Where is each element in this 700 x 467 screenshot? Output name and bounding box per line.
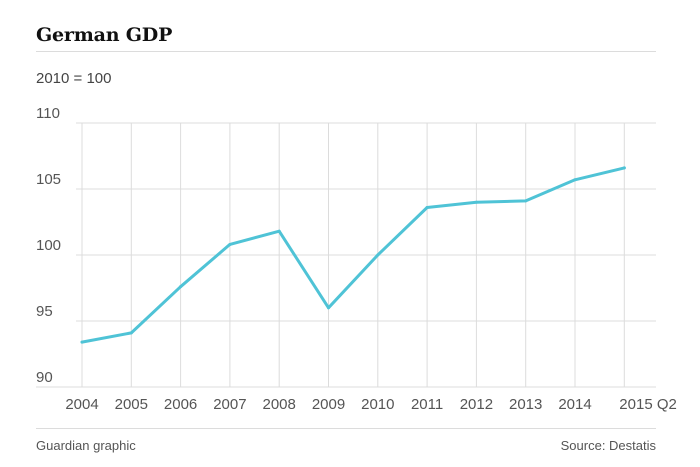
data-point [228, 242, 232, 246]
data-point [327, 306, 330, 310]
credit-text: Guardian graphic [36, 438, 136, 453]
x-tick-label: 2013 [509, 396, 542, 413]
y-tick-label: 95 [36, 303, 53, 320]
x-tick-label: 2006 [164, 396, 197, 413]
x-tick-label: 2005 [115, 396, 148, 413]
y-gridlines [36, 122, 656, 388]
y-tick-label: 90 [36, 369, 53, 386]
source-text: Source: Destatis [560, 438, 656, 453]
x-tick-label: 2011 [411, 396, 443, 413]
x-tick-label: 2008 [263, 396, 296, 413]
y-tick-label: 105 [36, 171, 61, 188]
x-tick-label: 2015 Q2 [619, 396, 677, 413]
x-tick-label: 2010 [361, 396, 394, 413]
data-point [524, 199, 528, 203]
chart-title: German GDP [36, 24, 173, 46]
x-gridlines [81, 123, 625, 387]
data-point [573, 178, 577, 182]
y-tick-label: 100 [36, 237, 61, 254]
series-layer [80, 166, 626, 344]
x-tick-label: 2009 [312, 396, 345, 413]
data-point [179, 285, 183, 289]
data-point [277, 229, 281, 233]
x-tick-label: 2004 [65, 396, 98, 413]
data-point [425, 205, 429, 209]
data-point [622, 166, 626, 170]
data-point [80, 340, 84, 344]
data-point [376, 253, 380, 257]
y-tick-label: 110 [36, 105, 60, 122]
y-tick-labels: 90 95 100 105 110 [36, 105, 61, 386]
title-divider [36, 51, 656, 52]
x-tick-labels: 2004 2005 2006 2007 2008 2009 2010 2011 2012 2013… [65, 396, 677, 413]
data-point [129, 331, 133, 335]
footer-divider [36, 428, 656, 429]
data-point [474, 200, 478, 204]
x-tick-label: 2012 [460, 396, 493, 413]
series-line [80, 166, 626, 344]
chart-subtitle: 2010 = 100 [36, 70, 112, 87]
x-tick-label: 2014 [558, 396, 591, 413]
x-tick-label: 2007 [213, 396, 246, 413]
